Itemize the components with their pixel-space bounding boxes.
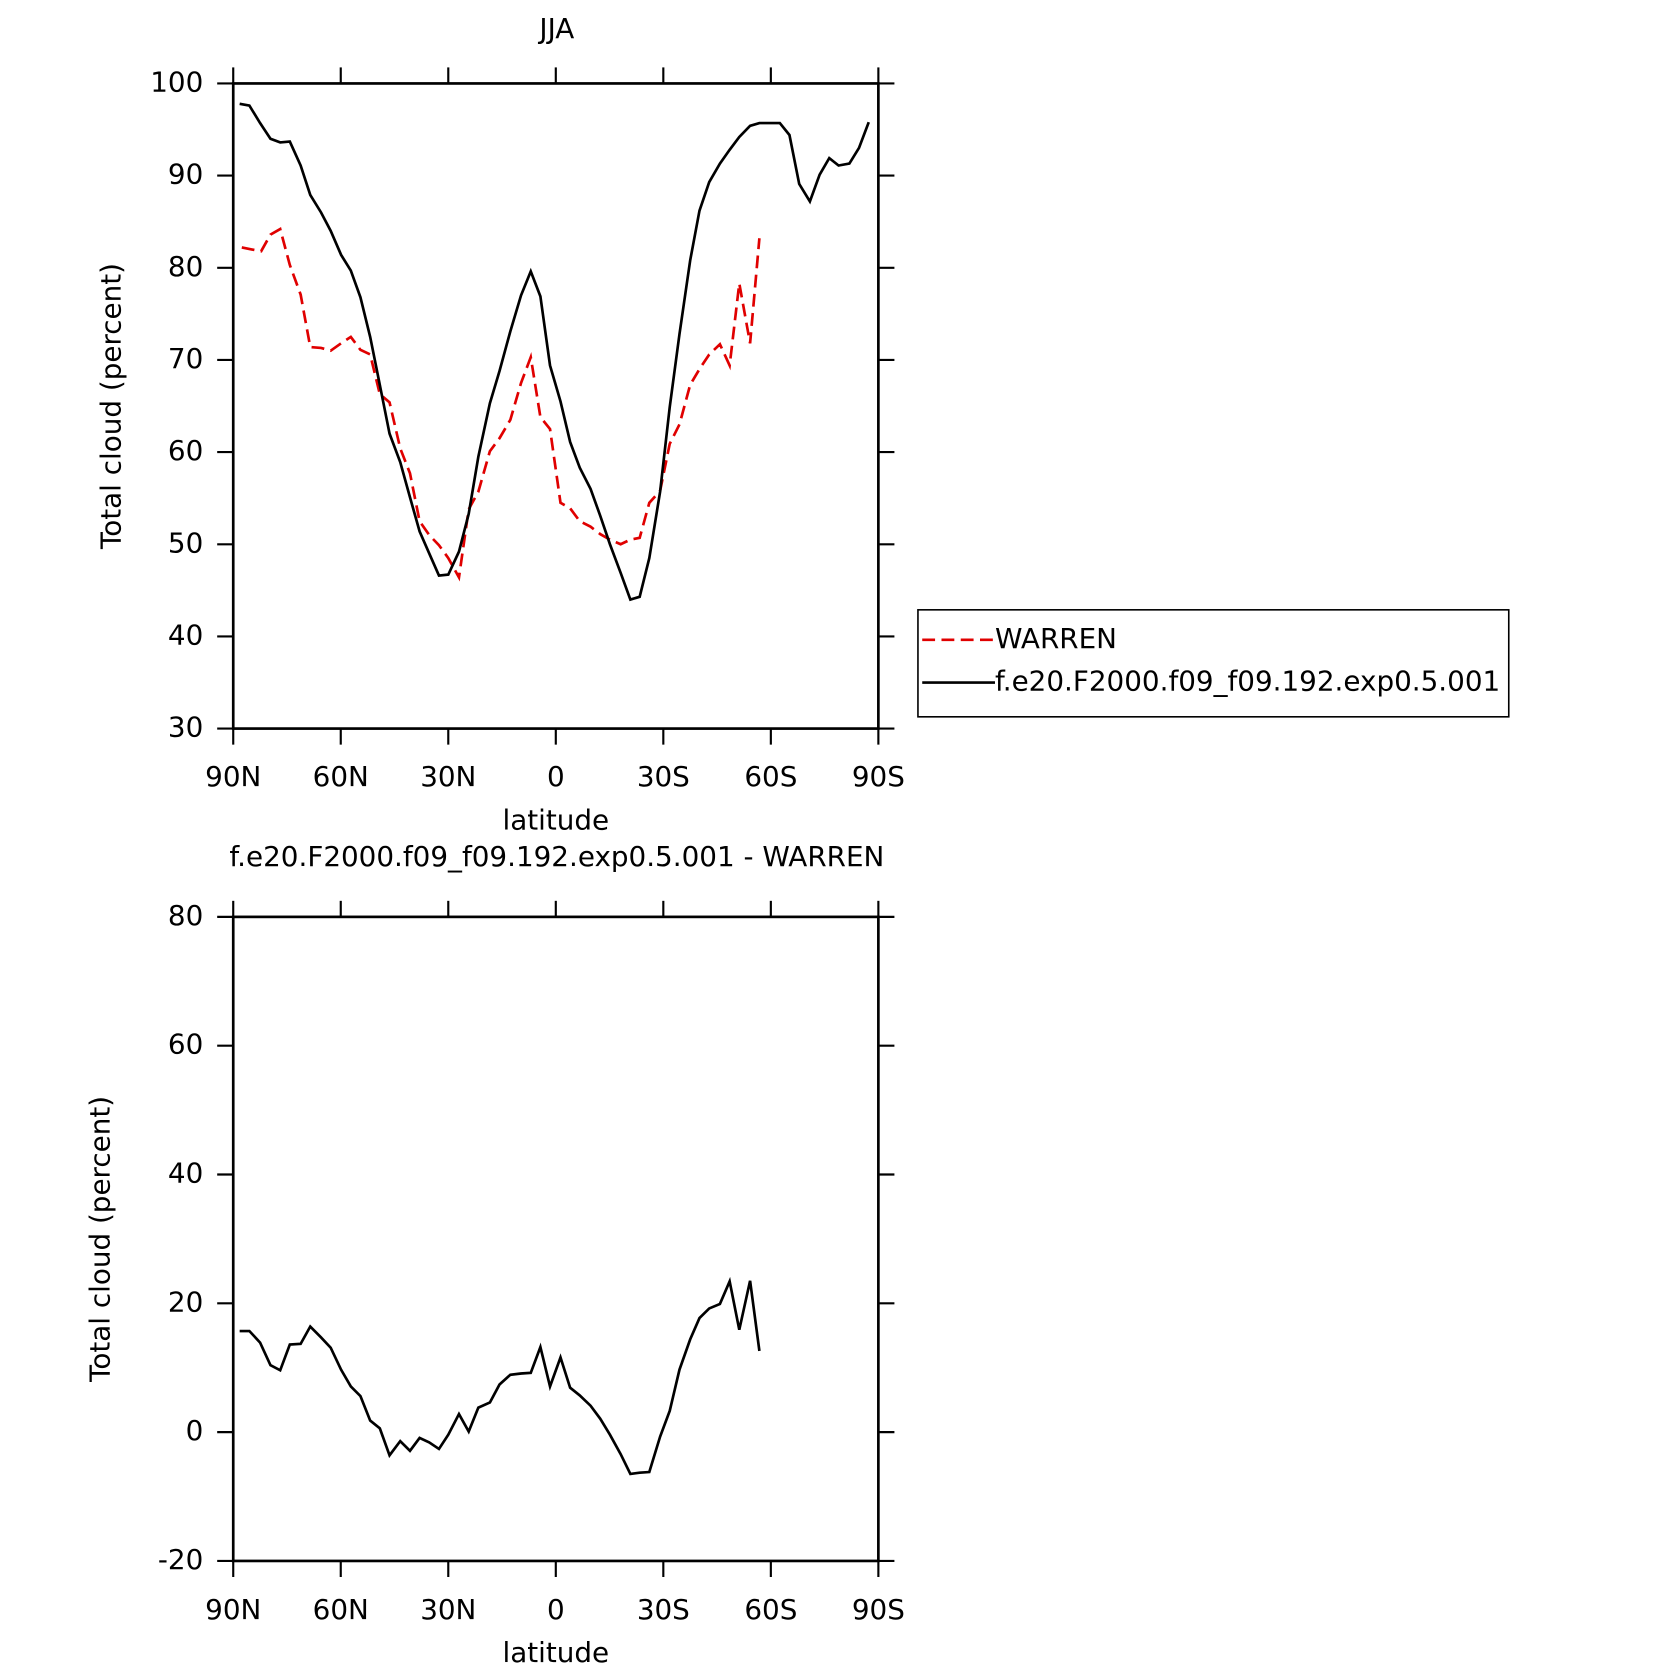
y-tick-label: 90: [168, 158, 203, 191]
y-tick-label: 60: [168, 434, 203, 467]
plot-frame: [231, 915, 880, 1563]
y-tick-label: 70: [168, 342, 203, 375]
data-line: [239, 1276, 761, 1476]
plot: f.e20.F2000.f09_f09.192.exp0.5.001 - WAR…: [84, 840, 905, 1669]
x-tick-label: 60N: [313, 1593, 369, 1626]
plot: JJA 30 40 50 60 70 80 90 100 90N 60N 30N 0 30S 60S 90S l…: [94, 12, 1510, 837]
x-tick-label: 90N: [205, 1593, 261, 1626]
data-line: [239, 102, 870, 602]
legend: WARREN f.e20.F2000.f09_f09.192.exp0.5.001: [917, 609, 1510, 718]
data-line: [241, 227, 761, 582]
chart-title: f.e20.F2000.f09_f09.192.exp0.5.001 - WAR…: [229, 840, 884, 873]
y-tick-label: 60: [168, 1028, 203, 1061]
y-axis-label: Total cloud (percent): [84, 1096, 117, 1383]
x-tick-label: 30N: [420, 760, 476, 793]
y-axis-label: Total cloud (percent): [94, 263, 127, 550]
legend-box: [917, 609, 1510, 718]
y-tick-label: 40: [168, 1157, 203, 1190]
y-tick-label: 20: [168, 1285, 203, 1318]
x-tick-label: 60S: [744, 760, 797, 793]
plot-frame: [231, 82, 880, 730]
x-tick-label: 90N: [205, 760, 261, 793]
legend-label: f.e20.F2000.f09_f09.192.exp0.5.001: [995, 665, 1500, 698]
x-axis-label: latitude: [502, 1636, 609, 1669]
legend-label: WARREN: [995, 622, 1117, 655]
y-tick-label: 80: [168, 250, 203, 283]
x-tick-label: 0: [547, 760, 565, 793]
x-tick-label: 60S: [744, 1593, 797, 1626]
y-tick-label: 0: [186, 1414, 204, 1447]
y-tick-label: -20: [158, 1543, 203, 1576]
x-tick-label: 0: [547, 1593, 565, 1626]
x-tick-label: 90S: [852, 760, 905, 793]
chart-title: JJA: [537, 12, 574, 45]
x-tick-label: 30S: [637, 1593, 690, 1626]
y-tick-label: 100: [150, 65, 203, 98]
x-axis-label: latitude: [502, 804, 609, 837]
x-tick-label: 60N: [313, 760, 369, 793]
y-tick-label: 30: [168, 711, 203, 744]
y-tick-label: 80: [168, 899, 203, 932]
y-tick-label: 50: [168, 526, 203, 559]
y-tick-label: 40: [168, 618, 203, 651]
x-tick-label: 30S: [637, 760, 690, 793]
x-tick-label: 90S: [852, 1593, 905, 1626]
x-tick-label: 30N: [420, 1593, 476, 1626]
